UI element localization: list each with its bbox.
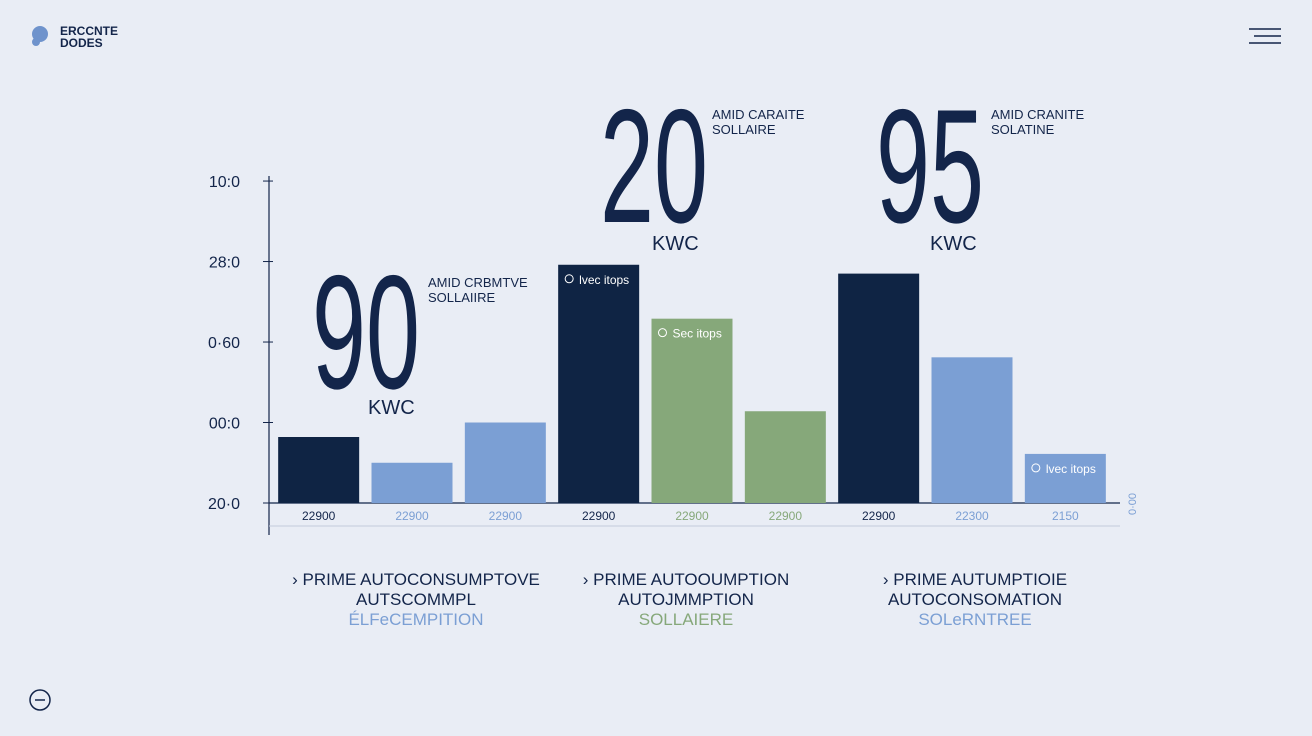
x-tick-label: 22900 xyxy=(582,509,616,523)
x-tick-label: 22900 xyxy=(769,509,803,523)
group-label: › PRIME AUTUMPTIOIE xyxy=(883,570,1067,589)
x-tick-label: 22900 xyxy=(395,509,429,523)
bar xyxy=(651,318,733,503)
logo: ERCCNTE DODES xyxy=(32,24,118,50)
bar xyxy=(744,411,826,503)
caption: AMID CARAITE xyxy=(712,107,805,122)
x-tick-label: 2150 xyxy=(1052,509,1079,523)
big-number: 20 xyxy=(600,76,708,257)
caption: SOLATINE xyxy=(991,122,1055,137)
logo-text: ERCCNTE xyxy=(60,24,118,38)
bar xyxy=(278,437,360,503)
logo-text: DODES xyxy=(60,36,103,50)
tag-icon xyxy=(658,328,667,338)
caption: AMID CRANITE xyxy=(991,107,1085,122)
x-tick-label: 22900 xyxy=(489,509,523,523)
x-tick-label: 22300 xyxy=(955,509,989,523)
big-number: 90 xyxy=(312,242,420,423)
tag-icon xyxy=(1031,463,1041,473)
caption: AMID CRBMTVE xyxy=(428,275,528,290)
bar xyxy=(371,462,453,503)
group-label: ÉLFeCEMPITION xyxy=(348,610,483,629)
x-tick-label: 22900 xyxy=(862,509,896,523)
caption: SOLLAIRE xyxy=(712,122,776,137)
bar xyxy=(838,273,920,503)
group-label: SOLeRNTREE xyxy=(918,610,1031,629)
bar xyxy=(931,357,1013,503)
bar-tag: lvec itops xyxy=(579,273,629,287)
y-tick-label: 00:0 xyxy=(209,416,240,433)
menu-button[interactable] xyxy=(1244,22,1286,50)
plot: 20·0 00:0 0·60 28:0 10:0 22900 22900 22900 lvec … xyxy=(208,76,1139,629)
y-tick-label: 20·0 xyxy=(208,496,240,513)
group-label: › PRIME AUTOCONSUMPTOVE xyxy=(292,570,540,589)
bar xyxy=(558,264,640,503)
y-tick-label: 28:0 xyxy=(209,255,240,272)
logo-icon xyxy=(32,38,40,46)
group-label: › PRIME AUTOOUMPTION xyxy=(583,570,790,589)
bar xyxy=(464,422,546,503)
bar-tag: Sec itops xyxy=(673,327,722,341)
x-tick-label: 22900 xyxy=(675,509,709,523)
y-tick-label: 0·60 xyxy=(208,335,240,352)
minus-circle[interactable] xyxy=(29,689,51,711)
unit: KWC xyxy=(930,233,977,255)
side-label: 0·00 xyxy=(1127,493,1139,515)
unit: KWC xyxy=(368,397,415,419)
bar xyxy=(1024,453,1106,503)
x-tick-label: 22900 xyxy=(302,509,336,523)
minus-button[interactable] xyxy=(29,689,51,711)
group-label: SOLLAIERE xyxy=(639,610,734,629)
caption: SOLLAIIRE xyxy=(428,290,496,305)
group-label: AUTSCOMMPL xyxy=(356,590,476,609)
group-label: AUTOJMMPTION xyxy=(618,590,754,609)
tag-icon xyxy=(564,274,574,284)
unit: KWC xyxy=(652,233,699,255)
group-label: AUTOCONSOMATION xyxy=(888,590,1062,609)
big-number: 95 xyxy=(876,76,984,257)
y-tick-label: 10:0 xyxy=(209,174,240,191)
bar-tag: lvec itops xyxy=(1046,462,1096,476)
